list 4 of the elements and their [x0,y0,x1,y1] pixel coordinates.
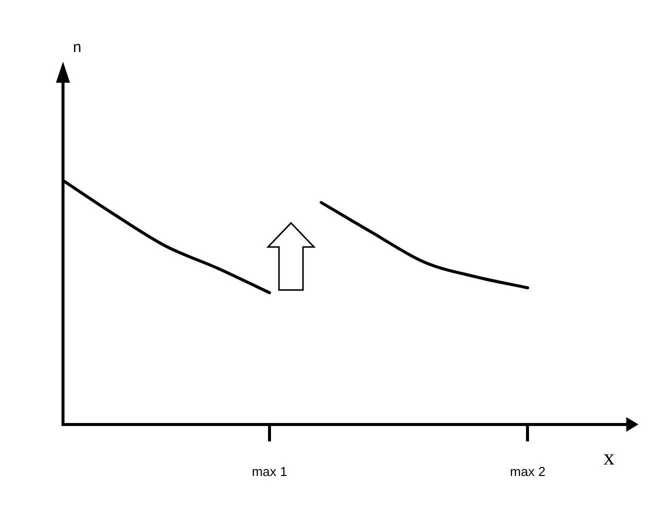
x-tick-label: max 2 [510,464,546,479]
x-tick-label: max 1 [252,464,288,479]
x-axis-title: x [604,444,614,470]
text: n [73,39,82,56]
